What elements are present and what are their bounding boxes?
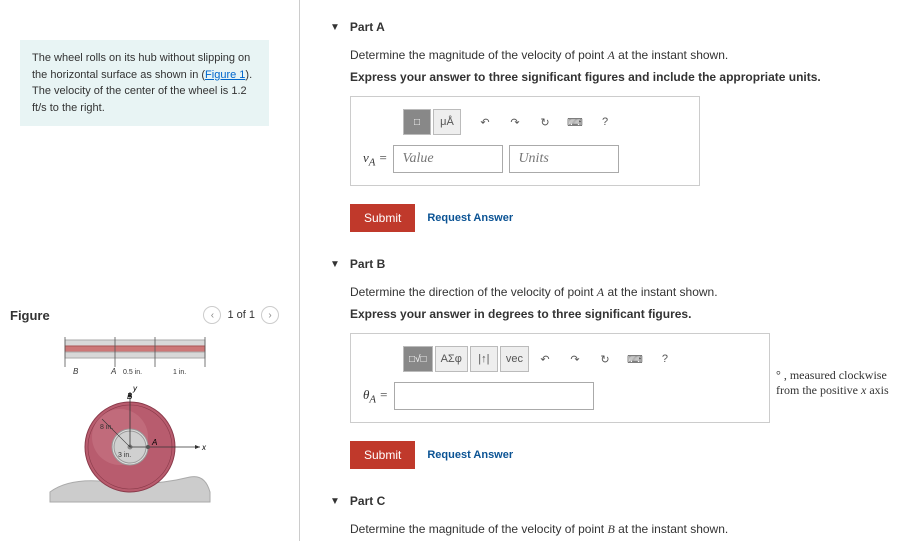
undo-button[interactable]: ↶: [531, 346, 559, 372]
part-b-suffix: ° , measured clockwise from the positive…: [776, 368, 903, 398]
reset-button[interactable]: ↻: [591, 346, 619, 372]
undo-button[interactable]: ↶: [471, 109, 499, 135]
problem-statement: The wheel rolls on its hub without slipp…: [20, 40, 269, 126]
fig-r8: 8 in.: [100, 424, 113, 431]
abs-button[interactable]: |↑|: [470, 346, 498, 372]
part-b-title: Part B: [350, 257, 385, 271]
angle-input[interactable]: [394, 382, 594, 410]
fig-label-B-side: B: [127, 392, 133, 401]
fig-dim-05in: 0.5 in.: [123, 369, 142, 376]
part-a-toolbar: □ μÅ ↶ ↷ ↻ ⌨ ?: [403, 109, 687, 135]
part-c-header[interactable]: ▼ Part C: [330, 494, 903, 508]
redo-button[interactable]: ↷: [561, 346, 589, 372]
part-b-instruction: Express your answer in degrees to three …: [350, 307, 903, 321]
part-c-body: Determine the magnitude of the velocity …: [350, 520, 903, 541]
right-column: ▼ Part A Determine the magnitude of the …: [300, 0, 923, 541]
part-c-title: Part C: [350, 494, 385, 508]
template-button[interactable]: □: [403, 109, 431, 135]
part-b-header[interactable]: ▼ Part B: [330, 257, 903, 271]
fig-label-A-top: A: [110, 367, 116, 376]
left-column: The wheel rolls on its hub without slipp…: [0, 0, 300, 541]
part-a-var-label: vA =: [363, 150, 387, 169]
part-b-prompt: Determine the direction of the velocity …: [350, 283, 903, 301]
fig-axis-x: x: [201, 443, 207, 452]
greek-button[interactable]: ΑΣφ: [435, 346, 468, 372]
vec-button[interactable]: vec: [500, 346, 529, 372]
figure-next-button[interactable]: ›: [261, 306, 279, 324]
collapse-icon: ▼: [330, 22, 340, 33]
part-b-answer-box: □√□ ΑΣφ |↑| vec ↶ ↷ ↻ ⌨ ? θA =: [350, 333, 770, 423]
part-b-toolbar: □√□ ΑΣφ |↑| vec ↶ ↷ ↻ ⌨ ?: [403, 346, 757, 372]
collapse-icon: ▼: [330, 259, 340, 270]
template-button[interactable]: □√□: [403, 346, 433, 372]
units-input[interactable]: [509, 145, 619, 173]
part-a-prompt: Determine the magnitude of the velocity …: [350, 46, 903, 64]
reset-button[interactable]: ↻: [531, 109, 559, 135]
part-a-header[interactable]: ▼ Part A: [330, 20, 903, 34]
fig-axis-y: y: [132, 384, 138, 393]
request-answer-link[interactable]: Request Answer: [427, 212, 513, 224]
fig-label-A-pt: A: [151, 438, 157, 447]
part-c-prompt: Determine the magnitude of the velocity …: [350, 520, 903, 538]
units-button[interactable]: μÅ: [433, 109, 461, 135]
figure-nav: ‹ 1 of 1 ›: [203, 306, 279, 324]
part-a-answer-box: □ μÅ ↶ ↷ ↻ ⌨ ? vA =: [350, 96, 700, 186]
redo-button[interactable]: ↷: [501, 109, 529, 135]
help-button[interactable]: ?: [591, 109, 619, 135]
request-answer-link[interactable]: Request Answer: [427, 449, 513, 461]
help-button[interactable]: ?: [651, 346, 679, 372]
part-b-var-label: θA =: [363, 387, 388, 406]
figure-section: Figure ‹ 1 of 1 ›: [0, 306, 289, 512]
figure-counter: 1 of 1: [227, 309, 255, 321]
fig-r3: 3 in.: [118, 452, 131, 459]
part-a-body: Determine the magnitude of the velocity …: [350, 46, 903, 232]
figure-prev-button[interactable]: ‹: [203, 306, 221, 324]
fig-dim-1in: 1 in.: [173, 369, 186, 376]
value-input[interactable]: [393, 145, 503, 173]
submit-button[interactable]: Submit: [350, 204, 415, 232]
figure-title: Figure: [10, 308, 50, 323]
keyboard-button[interactable]: ⌨: [561, 109, 589, 135]
part-b-body: Determine the direction of the velocity …: [350, 283, 903, 469]
keyboard-button[interactable]: ⌨: [621, 346, 649, 372]
part-a-title: Part A: [350, 20, 385, 34]
collapse-icon: ▼: [330, 496, 340, 507]
figure-image: B A 0.5 in. 1 in.: [15, 332, 275, 512]
submit-button[interactable]: Submit: [350, 441, 415, 469]
figure-link[interactable]: Figure 1: [205, 69, 245, 81]
part-a-instruction: Express your answer to three significant…: [350, 70, 903, 84]
fig-label-B-top: B: [73, 367, 79, 376]
